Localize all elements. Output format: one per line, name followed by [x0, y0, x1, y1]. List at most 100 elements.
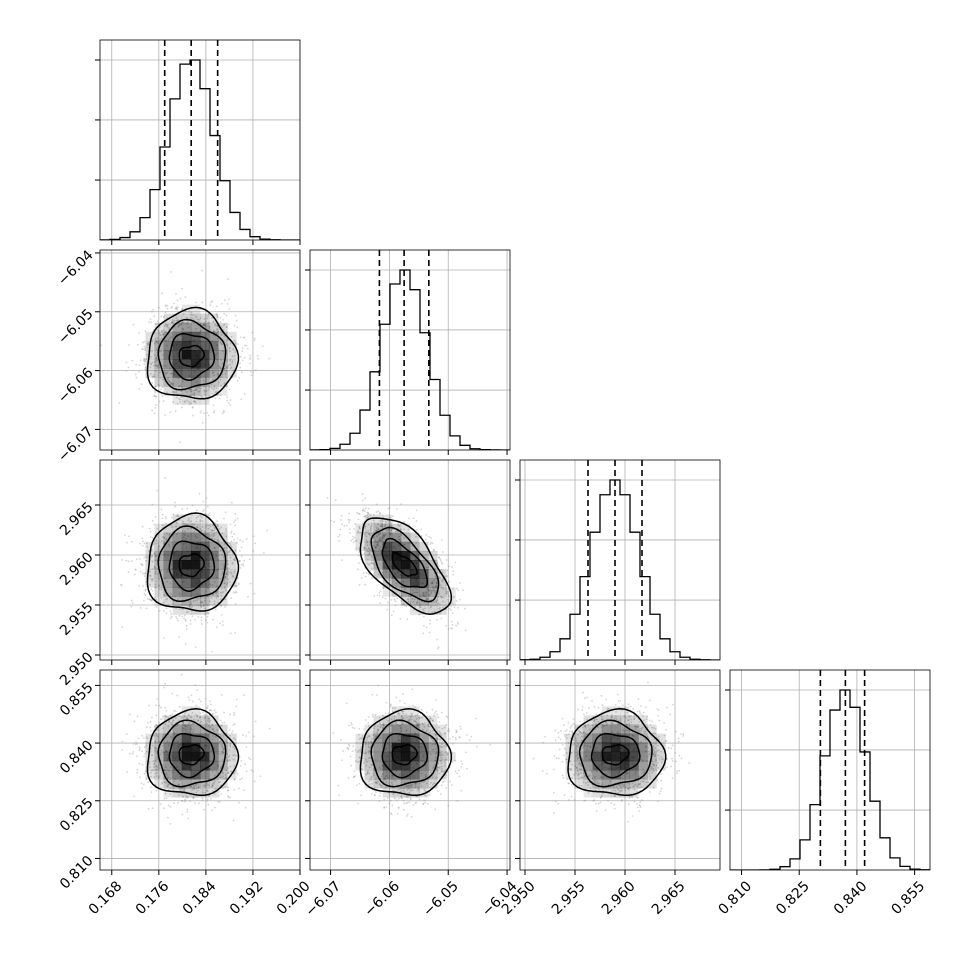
- scatter-point: [253, 337, 256, 340]
- scatter-point: [370, 738, 373, 740]
- scatter-point: [158, 332, 161, 335]
- density-cell: [209, 596, 219, 606]
- scatter-point: [250, 374, 253, 377]
- scatter-point: [229, 350, 231, 353]
- scatter-point: [210, 383, 213, 386]
- scatter-point: [200, 623, 203, 625]
- scatter-point: [448, 607, 451, 610]
- scatter-point: [153, 394, 156, 397]
- scatter-point: [169, 714, 172, 717]
- scatter-point: [627, 787, 630, 790]
- scatter-point: [591, 777, 594, 780]
- scatter-point: [225, 753, 228, 755]
- scatter-point: [167, 744, 170, 747]
- density-cell: [145, 359, 155, 369]
- density-cell: [419, 569, 429, 579]
- scatter-point: [166, 580, 169, 583]
- scatter-point: [135, 558, 138, 561]
- scatter-point: [178, 441, 181, 444]
- scatter-point: [141, 750, 144, 753]
- density-cell: [382, 724, 393, 734]
- scatter-point: [151, 560, 154, 563]
- scatter-point: [143, 359, 146, 362]
- scatter-point: [559, 738, 562, 741]
- scatter-point: [254, 720, 257, 723]
- scatter-point: [230, 366, 233, 369]
- scatter-point: [219, 578, 222, 581]
- scatter-point: [231, 561, 234, 564]
- scatter-point: [222, 759, 224, 761]
- scatter-point: [446, 754, 449, 756]
- scatter-point: [192, 797, 195, 800]
- scatter-point: [448, 730, 451, 733]
- scatter-point: [155, 341, 158, 344]
- scatter-point: [164, 304, 167, 307]
- scatter-point: [682, 733, 685, 736]
- scatter-point: [364, 531, 367, 534]
- scatter-point: [158, 721, 161, 724]
- scatter-point: [568, 730, 571, 733]
- density-cell: [410, 596, 420, 606]
- scatter-point: [665, 706, 668, 709]
- scatter-point: [205, 497, 208, 499]
- scatter-point: [408, 517, 410, 520]
- scatter-point: [138, 762, 141, 765]
- scatter-point: [161, 354, 164, 356]
- scatter-point: [151, 340, 154, 343]
- scatter-point: [184, 725, 187, 728]
- scatter-point: [154, 571, 157, 574]
- scatter-point: [195, 509, 198, 512]
- scatter-point: [415, 535, 417, 538]
- scatter-point: [155, 765, 157, 767]
- scatter-point: [373, 727, 376, 730]
- scatter-point: [169, 787, 172, 790]
- scatter-point: [392, 610, 395, 613]
- scatter-point: [184, 715, 186, 718]
- scatter-point: [372, 774, 375, 777]
- scatter-point: [379, 723, 382, 726]
- scatter-point: [345, 524, 348, 527]
- scatter-point: [224, 585, 226, 588]
- scatter-point: [360, 737, 363, 740]
- scatter-point: [677, 737, 680, 740]
- scatter-point: [244, 763, 246, 766]
- scatter-point: [642, 780, 644, 783]
- scatter-point: [332, 732, 335, 735]
- scatter-point: [364, 719, 367, 721]
- scatter-point: [358, 782, 361, 785]
- scatter-point: [380, 525, 383, 528]
- scatter-point: [235, 754, 238, 757]
- density-cell: [400, 724, 411, 734]
- scatter-point: [430, 601, 433, 604]
- density-cell: [163, 560, 174, 570]
- scatter-point: [438, 603, 441, 605]
- scatter-point: [440, 617, 443, 620]
- scatter-point: [139, 542, 142, 545]
- scatter-point: [215, 711, 217, 714]
- scatter-point: [390, 529, 392, 532]
- scatter-point: [207, 315, 209, 317]
- scatter-point: [151, 754, 154, 756]
- scatter-point: [160, 315, 163, 318]
- scatter-point: [445, 787, 448, 789]
- scatter-point: [212, 388, 215, 391]
- scatter-point: [435, 582, 438, 585]
- scatter-point: [220, 743, 223, 746]
- scatter-point: [215, 531, 218, 534]
- scatter-point: [157, 735, 159, 738]
- scatter-point: [194, 401, 197, 404]
- scatter-point: [440, 760, 442, 762]
- scatter-point: [205, 524, 208, 527]
- grid: [100, 460, 300, 660]
- scatter-point: [338, 540, 340, 542]
- scatter-point: [214, 391, 217, 393]
- scatter-point: [165, 715, 168, 718]
- scatter-point: [674, 751, 677, 754]
- scatter-point: [423, 725, 426, 728]
- scatter-point: [234, 549, 237, 552]
- scatter-point: [362, 521, 365, 524]
- scatter-point: [391, 710, 394, 713]
- scatter-point: [402, 710, 405, 713]
- scatter-point: [150, 775, 153, 778]
- density-cell: [227, 742, 237, 753]
